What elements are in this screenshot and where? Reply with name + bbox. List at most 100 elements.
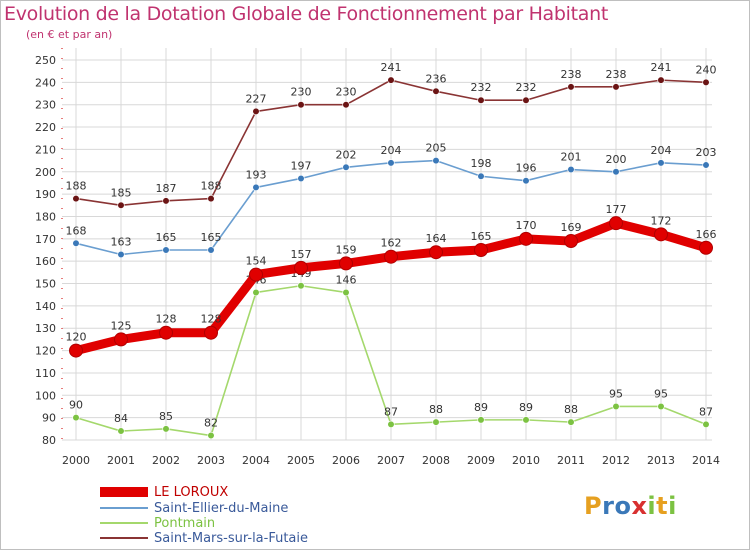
chart-subtitle: (en € et par an) [26, 28, 113, 41]
data-point [72, 239, 80, 247]
x-tick-label: 2000 [62, 454, 90, 467]
data-label: 227 [246, 92, 267, 105]
y-tick-label: 120 [35, 345, 56, 358]
data-label: 146 [336, 273, 357, 286]
data-label: 240 [696, 63, 717, 76]
y-tick-label: 200 [35, 166, 56, 179]
data-label: 200 [606, 153, 627, 166]
data-label: 85 [159, 410, 173, 423]
data-label: 197 [291, 159, 312, 172]
legend-item: Pontmain [100, 515, 215, 531]
data-label: 170 [516, 219, 537, 232]
y-tick-label: 250 [35, 54, 56, 67]
legend-label: Saint-Ellier-du-Maine [154, 500, 289, 516]
data-label: 166 [696, 228, 717, 241]
data-point [567, 165, 575, 174]
x-tick-label: 2007 [377, 454, 405, 467]
data-label: 87 [384, 405, 398, 418]
data-point [294, 260, 308, 275]
data-point [297, 174, 305, 183]
data-label: 241 [381, 61, 402, 74]
data-point [114, 332, 128, 347]
data-label: 157 [291, 248, 312, 261]
data-label: 196 [516, 162, 537, 175]
data-label: 230 [291, 86, 312, 99]
data-point [207, 194, 215, 203]
y-tick-label: 220 [35, 121, 56, 134]
legend-swatch [100, 507, 148, 509]
data-point [387, 159, 395, 167]
x-tick-label: 2003 [197, 454, 225, 467]
data-point [159, 325, 173, 340]
data-label: 89 [474, 401, 488, 414]
y-tick-label: 150 [35, 278, 56, 291]
data-point [162, 246, 170, 254]
data-point [297, 101, 305, 109]
data-point [432, 156, 440, 165]
data-point [387, 420, 395, 428]
data-label: 159 [336, 243, 357, 256]
data-label: 185 [111, 186, 132, 199]
data-label: 128 [201, 313, 222, 326]
legend-label: Pontmain [154, 515, 216, 531]
y-tick-label: 180 [35, 210, 56, 223]
data-point [297, 282, 305, 290]
data-label: 95 [654, 387, 668, 400]
data-point [657, 76, 665, 84]
brand-logo: Proxiti [584, 492, 677, 520]
x-tick-label: 2002 [152, 454, 180, 467]
x-tick-label: 2013 [647, 454, 675, 467]
data-label: 128 [156, 313, 177, 326]
data-point [477, 96, 485, 104]
data-point [657, 159, 665, 167]
legend-swatch [100, 537, 148, 539]
data-label: 202 [336, 148, 357, 161]
data-label: 169 [561, 221, 582, 234]
data-label: 168 [66, 224, 87, 237]
data-point [612, 402, 620, 411]
data-label: 236 [426, 72, 447, 85]
y-tick-label: 170 [35, 233, 56, 246]
data-point [69, 343, 83, 358]
x-tick-label: 2014 [692, 454, 720, 467]
data-point [249, 267, 263, 282]
data-label: 177 [606, 203, 627, 216]
chart-title: Evolution de la Dotation Globale de Fonc… [4, 3, 609, 25]
x-tick-label: 2011 [557, 454, 585, 467]
data-point [72, 414, 80, 422]
data-point [204, 325, 218, 340]
data-label: 162 [381, 237, 402, 250]
data-point [429, 245, 443, 260]
data-label: 232 [516, 81, 537, 94]
data-label: 188 [201, 180, 222, 193]
data-point [477, 416, 485, 424]
data-label: 232 [471, 81, 492, 94]
data-label: 201 [561, 151, 582, 164]
data-point [72, 194, 80, 203]
data-label: 204 [651, 144, 672, 157]
data-label: 90 [69, 399, 83, 412]
data-point [252, 183, 260, 192]
data-point [117, 250, 125, 259]
x-tick-label: 2008 [422, 454, 450, 467]
data-label: 154 [246, 255, 267, 268]
data-label: 238 [606, 68, 627, 81]
data-point [252, 288, 260, 297]
x-tick-label: 2012 [602, 454, 630, 467]
data-point [657, 402, 665, 411]
data-point [162, 425, 170, 433]
data-point [567, 418, 575, 426]
data-point [702, 420, 710, 428]
legend-label: LE LOROUX [154, 484, 229, 500]
data-label: 198 [471, 157, 492, 170]
data-point [432, 418, 440, 426]
data-label: 88 [564, 403, 578, 416]
data-point [612, 168, 620, 176]
data-point [207, 431, 215, 440]
data-point [342, 288, 350, 297]
data-label: 82 [204, 417, 218, 430]
data-point [702, 78, 710, 86]
y-tick-label: 110 [35, 367, 56, 380]
